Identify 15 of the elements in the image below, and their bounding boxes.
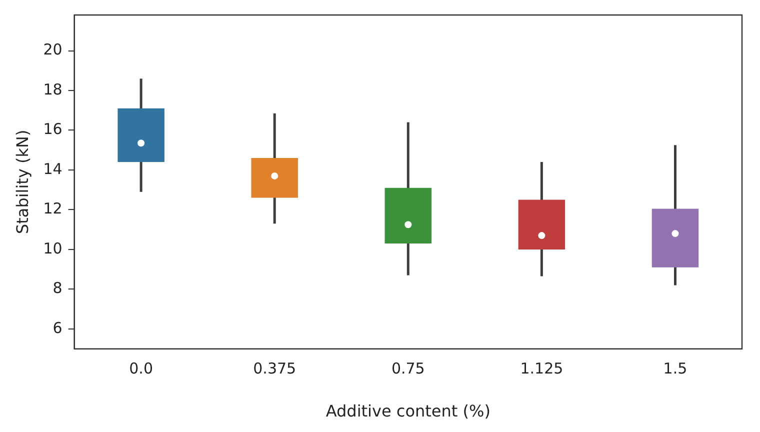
y-tick-label: 8	[52, 279, 62, 298]
y-tick-label: 12	[43, 200, 62, 218]
y-tick-label: 6	[52, 318, 62, 337]
x-tick-label: 0.0	[129, 360, 153, 378]
y-tick-label: 10	[43, 239, 62, 258]
y-tick-label: 14	[43, 160, 62, 178]
y-tick-label: 18	[43, 80, 62, 98]
x-tick-label: 0.375	[253, 360, 296, 378]
y-tick-label: 16	[43, 120, 62, 138]
y-tick-label: 20	[43, 40, 62, 59]
x-tick-label: 1.125	[520, 360, 564, 378]
y-axis-title: Stability (kN)	[12, 130, 32, 234]
x-tick-label: 0.75	[391, 360, 425, 378]
x-tick-label: 1.5	[663, 360, 688, 378]
x-axis-title: Additive content (%)	[326, 402, 490, 421]
